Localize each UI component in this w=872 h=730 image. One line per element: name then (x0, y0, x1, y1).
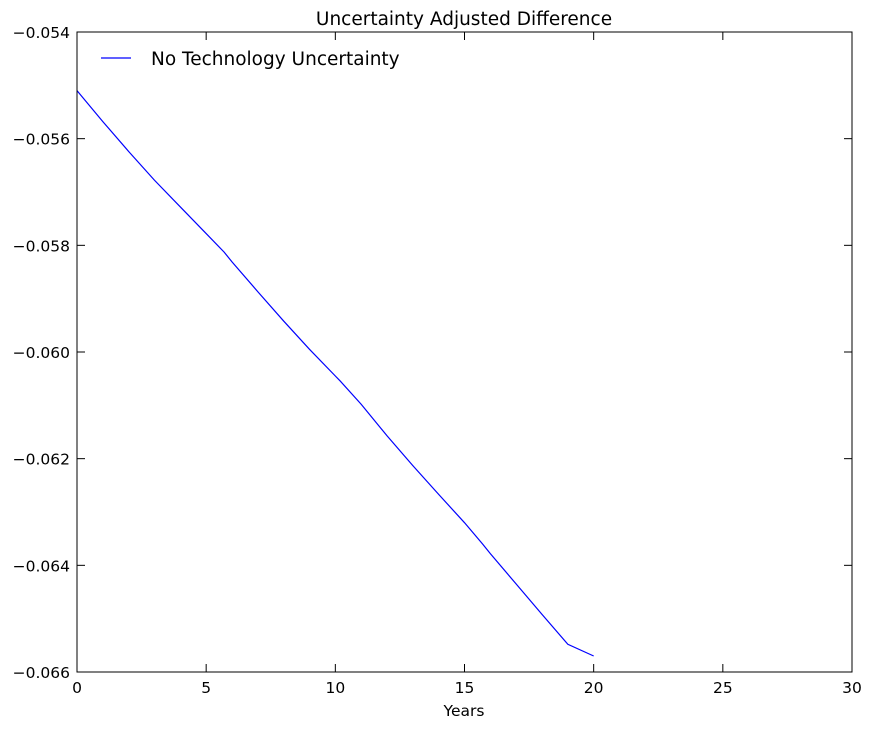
tick-labels: 0 5 10 15 20 25 30 −0.054 −0.056 −0.058 −0.060 −0.0… (13, 24, 862, 697)
y-tick-label: −0.066 (13, 664, 70, 682)
x-tick-label: 25 (713, 679, 733, 697)
x-tick-label: 30 (842, 679, 862, 697)
y-tick-label: −0.062 (13, 451, 70, 469)
x-tick-label: 15 (455, 679, 475, 697)
y-tick-label: −0.054 (13, 24, 70, 42)
chart-title: Uncertainty Adjusted Difference (316, 9, 612, 30)
series-line (76, 90, 594, 657)
x-tick-label: 20 (584, 679, 604, 697)
x-tick-label: 5 (201, 679, 211, 697)
y-tick-label: −0.056 (13, 131, 70, 149)
y-tick-label: −0.064 (13, 557, 70, 575)
ticks (76, 31, 853, 673)
x-axis-label: Years (443, 702, 485, 720)
plot-area-frame (76, 31, 853, 673)
y-tick-label: −0.058 (13, 237, 70, 255)
x-tick-label: 10 (325, 679, 345, 697)
legend: No Technology Uncertainty (101, 49, 400, 70)
x-tick-label: 0 (72, 679, 82, 697)
legend-label: No Technology Uncertainty (151, 49, 400, 70)
y-tick-label: −0.060 (13, 344, 70, 362)
series-layer (76, 90, 594, 657)
